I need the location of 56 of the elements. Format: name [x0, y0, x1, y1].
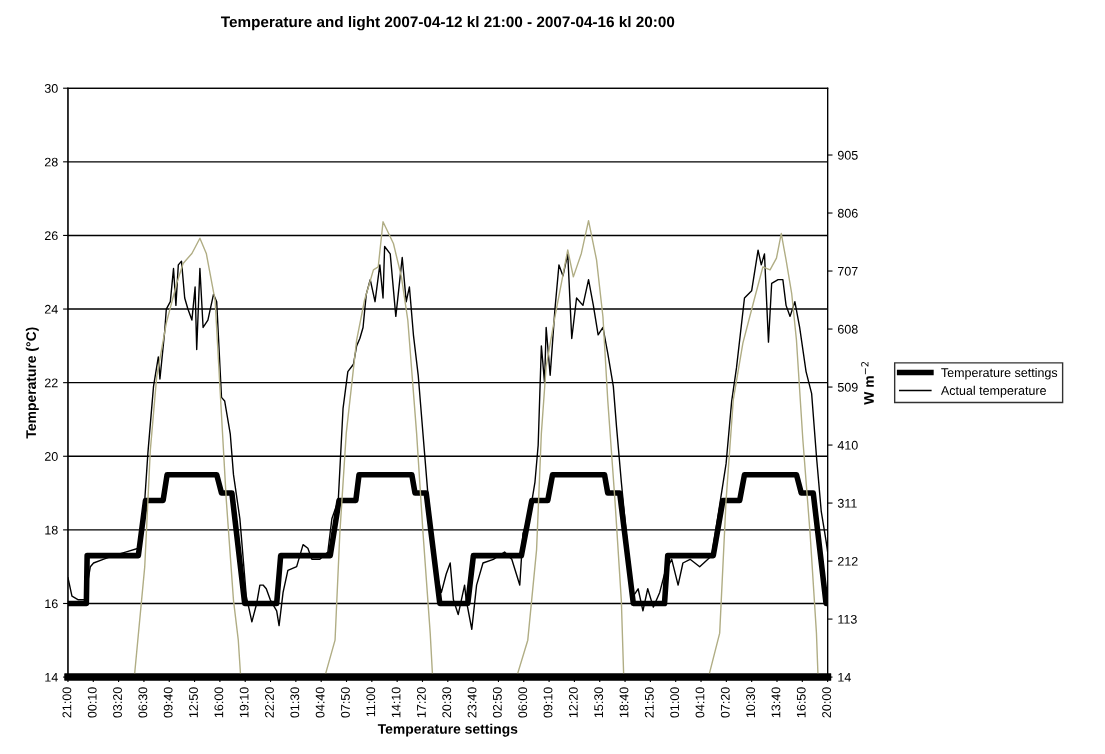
- x-tick-label: 19:10: [239, 687, 249, 718]
- y-tick-label: 24: [44, 304, 58, 314]
- x-tick-label: 09:10: [543, 687, 553, 718]
- y-tick-label: 28: [44, 157, 58, 167]
- x-tick-label: 12:20: [568, 687, 578, 718]
- x-tick-label: 01:30: [290, 687, 300, 718]
- y-tick-label: 26: [44, 231, 58, 241]
- legend-label: Temperature settings: [941, 367, 1058, 380]
- y2-tick-label: 509: [837, 382, 858, 392]
- x-tick-label: 07:50: [341, 687, 350, 718]
- y-tick-label: 20: [44, 452, 58, 461]
- x-tick-label: 04:40: [315, 687, 325, 718]
- y2-tick-label: 806: [837, 208, 858, 218]
- x-tick-label: 12:50: [189, 687, 198, 718]
- y2-tick-label: 905: [837, 150, 858, 160]
- x-tick-label: 06:00: [518, 687, 528, 718]
- x-tick-label: 04:10: [695, 687, 705, 718]
- x-tick-label: 21:00: [62, 687, 72, 718]
- y2-tick-label: 707: [838, 266, 858, 276]
- legend-label: Actual temperature: [940, 385, 1046, 398]
- y-axis-title: Temperature (°C): [25, 327, 39, 439]
- chart-title: Temperature and light 2007-04-12 kl 21:00 - 2007-04-16 kl 20:00: [220, 16, 675, 31]
- x-tick-label: 23:40: [467, 687, 477, 718]
- x-tick-label: 09:40: [163, 687, 173, 718]
- x-tick-label: 17:20: [416, 687, 426, 718]
- x-tick-label: 13:40: [771, 687, 781, 718]
- x-tick-label: 10:30: [746, 687, 756, 718]
- y-tick-label: 18: [45, 525, 58, 535]
- x-tick-label: 22:20: [265, 687, 274, 718]
- x-tick-label: 20:30: [442, 687, 452, 718]
- y2-tick-label: 14: [838, 673, 851, 682]
- x-tick-label: 07:20: [720, 687, 730, 718]
- y2-axis-title: W m$^{−2}$: [861, 361, 874, 405]
- x-tick-label: 18:40: [619, 687, 629, 718]
- y-tick-label: 30: [44, 84, 58, 93]
- y2-tick-label: 608: [838, 324, 858, 334]
- x-axis-title: Temperature settings: [377, 723, 518, 737]
- x-tick-label: 16:00: [214, 687, 224, 718]
- y-tick-label: 22: [44, 378, 58, 388]
- y2-tick-label: 212: [838, 556, 858, 566]
- x-tick-label: 06:30: [138, 687, 148, 718]
- y2-tick-label: 113: [838, 614, 857, 624]
- x-tick-label: 15:30: [594, 687, 604, 718]
- x-tick-label: 14:10: [391, 687, 401, 718]
- x-tick-label: 03:20: [113, 687, 122, 718]
- x-tick-label: 02:50: [492, 687, 502, 718]
- x-tick-label: 21:50: [644, 687, 654, 718]
- x-tick-label: 01:00: [670, 687, 680, 718]
- y2-tick-label: 410: [837, 440, 858, 450]
- x-tick-label: 00:10: [87, 687, 97, 718]
- x-tick-label: 20:00: [822, 687, 831, 718]
- y2-tick-label: 311: [837, 498, 857, 508]
- x-tick-label: 16:50: [796, 687, 806, 718]
- x-tick-label: 11:00: [366, 687, 376, 717]
- y-tick-label: 14: [45, 673, 58, 682]
- y-tick-label: 16: [45, 599, 58, 609]
